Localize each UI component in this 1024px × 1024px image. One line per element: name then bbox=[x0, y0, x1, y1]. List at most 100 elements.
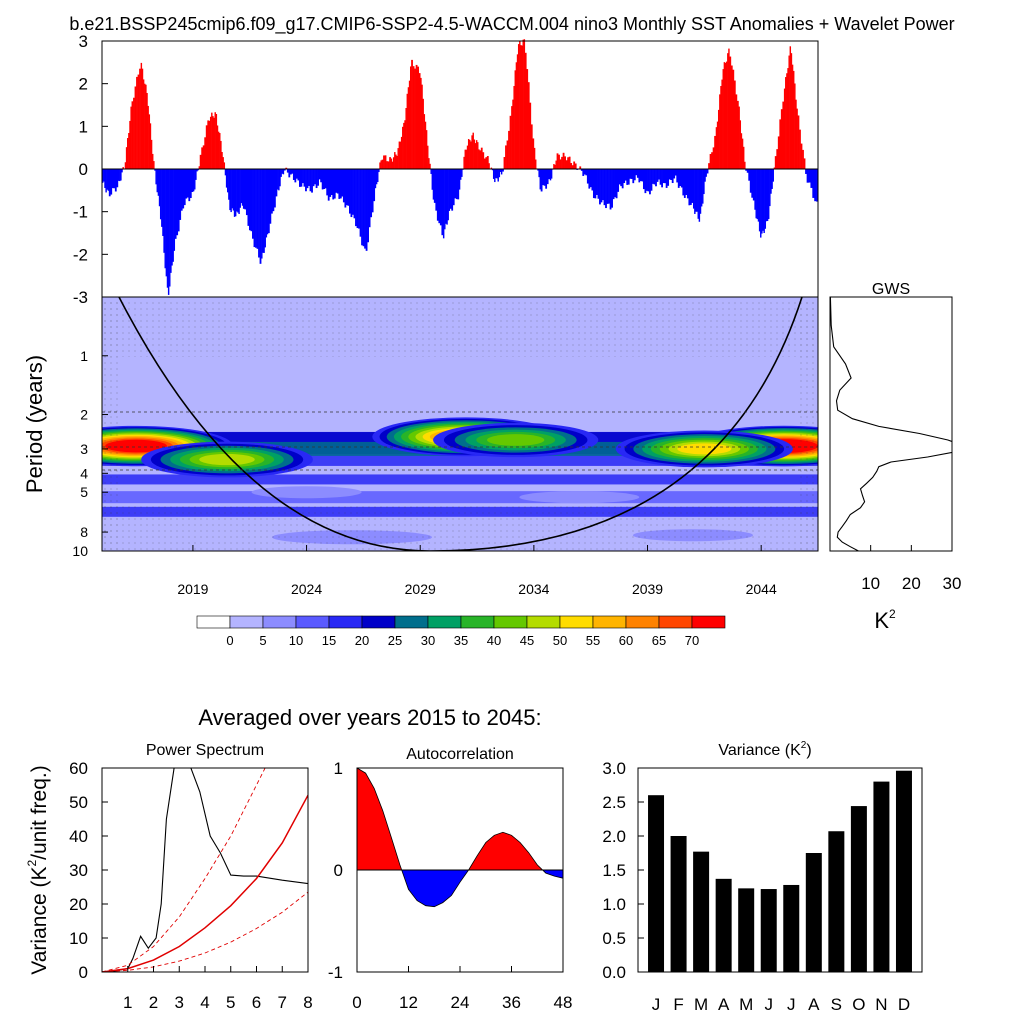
sst-anomaly-bar bbox=[403, 122, 405, 169]
sst-y-tick-label: 2 bbox=[79, 75, 88, 94]
sst-anomaly-bar bbox=[211, 112, 213, 169]
variance-x-tick-label: D bbox=[898, 995, 910, 1014]
sst-anomaly-bar bbox=[137, 74, 140, 169]
gws-panel-frame bbox=[829, 296, 953, 552]
sst-anomaly-bar bbox=[674, 169, 677, 176]
autocorrelation-x-tick-label: 36 bbox=[502, 993, 521, 1012]
power-spectrum-x-tick-label: 2 bbox=[149, 993, 158, 1012]
sst-anomaly-bar bbox=[466, 145, 469, 169]
sst-anomaly-bar bbox=[204, 137, 207, 169]
power-spectrum-frame bbox=[101, 767, 309, 973]
sst-anomaly-bar bbox=[665, 169, 668, 188]
sst-anomaly-bar bbox=[350, 169, 353, 218]
sst-anomaly-bar bbox=[124, 162, 127, 169]
sst-anomaly-bar bbox=[564, 156, 566, 169]
sst-anomaly-bar bbox=[696, 169, 698, 212]
sst-anomaly-bar bbox=[270, 169, 273, 214]
sst-anomaly-bar bbox=[161, 169, 163, 227]
sst-anomaly-bar bbox=[280, 169, 282, 177]
sst-anomaly-bar bbox=[668, 169, 671, 180]
sst-anomaly-bar bbox=[214, 112, 216, 169]
sst-anomaly-bar bbox=[394, 152, 396, 169]
sst-anomaly-bar bbox=[399, 141, 402, 169]
sst-anomaly-bar bbox=[765, 169, 768, 222]
colorbar-label: 30 bbox=[421, 633, 435, 648]
sst-anomaly-bar bbox=[361, 169, 363, 246]
sst-anomaly-bar bbox=[570, 163, 573, 169]
sst-anomaly-bar bbox=[233, 169, 236, 217]
variance-title-superscript: 2 bbox=[801, 740, 807, 751]
wavelet-power-contour bbox=[677, 443, 732, 455]
sst-anomaly-bar bbox=[182, 169, 185, 209]
sst-anomaly-bar bbox=[597, 169, 600, 199]
sst-anomaly-bar bbox=[329, 169, 332, 197]
variance-title: Variance (K2) bbox=[718, 740, 811, 759]
sst-anomaly-bar bbox=[232, 169, 235, 211]
sst-anomaly-bar bbox=[215, 113, 218, 169]
sst-anomaly-bar bbox=[495, 169, 497, 179]
variance-x-tick-label: A bbox=[808, 995, 820, 1014]
sst-anomaly-bar bbox=[171, 169, 173, 266]
colorbar-label: 5 bbox=[259, 633, 266, 648]
sst-anomaly-bar bbox=[365, 169, 368, 251]
variance-x-tick-label: O bbox=[852, 995, 865, 1014]
sst-anomaly-bar bbox=[573, 161, 576, 169]
sst-anomaly-bar bbox=[309, 169, 312, 192]
sst-anomaly-bar bbox=[513, 86, 515, 169]
sst-anomaly-bar bbox=[283, 169, 286, 171]
sst-anomaly-bar bbox=[814, 169, 817, 202]
sst-anomaly-bar bbox=[323, 169, 326, 190]
sst-anomaly-bar bbox=[583, 169, 586, 175]
sst-anomaly-bar bbox=[533, 147, 536, 169]
sst-anomaly-bar bbox=[339, 169, 342, 199]
sst-anomaly-bar bbox=[104, 169, 106, 189]
sst-anomaly-bar bbox=[245, 169, 248, 216]
sst-anomaly-bar bbox=[632, 169, 635, 184]
sst-anomaly-bar bbox=[618, 169, 621, 185]
sst-anomaly-bar bbox=[128, 132, 130, 169]
autocorrelation-line bbox=[356, 767, 564, 908]
sst-anomaly-bar bbox=[709, 153, 712, 169]
wavelet-y-label: Period (years) bbox=[22, 355, 47, 493]
sst-anomaly-bar bbox=[436, 169, 439, 221]
sst-anomaly-bar bbox=[411, 59, 413, 170]
sst-anomaly-bar bbox=[706, 169, 709, 174]
sst-anomaly-bar bbox=[511, 106, 513, 169]
variance-y-tick-label: 0.0 bbox=[602, 963, 626, 982]
autocorrelation-y-axis: 1 0 -1 bbox=[328, 759, 363, 982]
sst-anomaly-bar bbox=[406, 93, 409, 169]
variance-x-tick-label: A bbox=[718, 995, 730, 1014]
variance-title-suffix: ) bbox=[806, 742, 811, 759]
wavelet-low-patch bbox=[251, 486, 362, 499]
sst-anomaly-bar bbox=[744, 161, 746, 169]
sst-anomaly-bar bbox=[500, 169, 503, 175]
sst-anomaly-bar bbox=[234, 169, 237, 217]
sst-anomaly-bar bbox=[664, 169, 667, 184]
colorbar-label: 10 bbox=[289, 633, 303, 648]
sst-anomaly-bar bbox=[755, 169, 757, 219]
wavelet-power-contour bbox=[199, 453, 255, 466]
sst-anomaly-bar bbox=[222, 157, 224, 169]
sst-anomaly-bar bbox=[380, 160, 382, 169]
sst-anomaly-bar bbox=[364, 169, 366, 249]
sst-anomaly-bar bbox=[671, 169, 674, 184]
wavelet-x-tick-label: 2039 bbox=[632, 581, 663, 597]
sst-anomaly-bar bbox=[633, 169, 636, 181]
sst-y-tick-label: 0 bbox=[79, 160, 88, 179]
sst-anomaly-bar bbox=[683, 169, 686, 198]
sst-anomaly-bar bbox=[179, 169, 182, 220]
sst-anomaly-bar bbox=[467, 138, 470, 169]
sst-anomaly-bar bbox=[565, 160, 568, 169]
sst-anomaly-bar bbox=[689, 169, 692, 205]
sst-anomaly-bar bbox=[248, 169, 251, 231]
sst-anomaly-bar bbox=[164, 169, 166, 269]
wavelet-x-tick-label: 2044 bbox=[746, 581, 777, 597]
sst-anomaly-bar bbox=[611, 169, 613, 208]
sst-anomaly-bar bbox=[439, 169, 442, 226]
sst-anomaly-bar bbox=[621, 169, 624, 189]
sst-anomaly-bar bbox=[213, 117, 215, 169]
sst-anomaly-bar bbox=[638, 169, 641, 183]
sst-anomaly-bar bbox=[520, 45, 522, 169]
sst-anomaly-bar bbox=[404, 120, 406, 169]
sst-anomaly-bar bbox=[298, 169, 301, 187]
